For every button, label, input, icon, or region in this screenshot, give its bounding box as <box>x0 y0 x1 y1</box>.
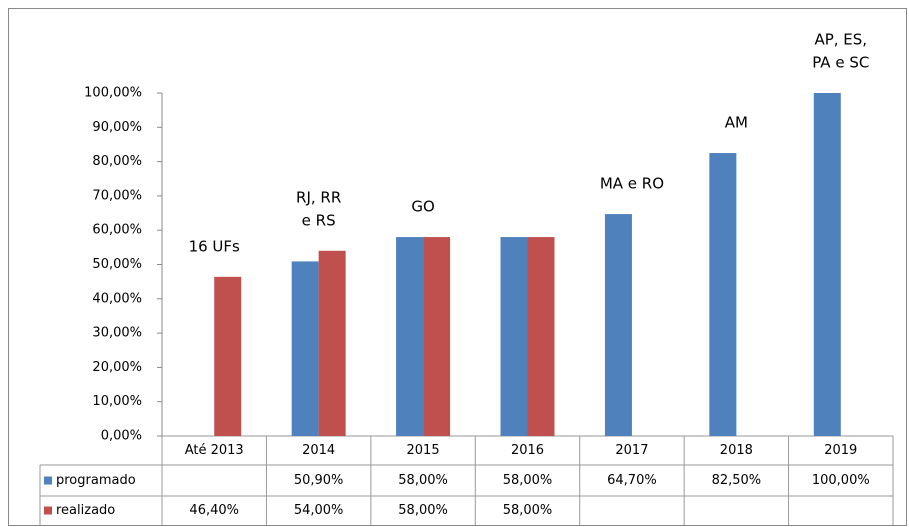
bar <box>604 214 632 436</box>
x-tick-label: 2014 <box>302 443 335 458</box>
legend-swatch <box>44 506 52 515</box>
table-value: 50,90% <box>294 473 344 488</box>
annotation: 16 UFs <box>189 237 240 255</box>
bar <box>318 250 346 436</box>
annotation: PA e SC <box>812 54 869 72</box>
y-tick-label: 50,00% <box>92 257 142 272</box>
x-tick-label: 2019 <box>824 443 857 458</box>
table-value: 58,00% <box>398 503 448 518</box>
annotation: e RS <box>302 211 336 229</box>
bar <box>709 153 737 436</box>
x-tick-label: 2016 <box>511 443 544 458</box>
annotation: AM <box>725 114 748 132</box>
table-value: 58,00% <box>503 473 553 488</box>
bar <box>291 261 319 436</box>
table-value: 54,00% <box>294 503 344 518</box>
y-tick-label: 30,00% <box>92 326 142 341</box>
legend-label: programado <box>56 473 136 488</box>
y-tick-label: 10,00% <box>92 394 142 409</box>
annotation: AP, ES, <box>814 31 867 49</box>
annotation: MA e RO <box>600 175 664 193</box>
y-tick-label: 0,00% <box>101 429 142 444</box>
y-tick-label: 40,00% <box>92 291 142 306</box>
table-value: 100,00% <box>812 473 870 488</box>
x-tick-label: 2015 <box>407 443 440 458</box>
bar <box>423 237 451 436</box>
table-value: 46,40% <box>189 503 239 518</box>
y-tick-label: 20,00% <box>92 360 142 375</box>
annotation: GO <box>411 198 434 216</box>
bar <box>500 237 528 436</box>
annotation: RJ, RR <box>296 188 341 206</box>
y-tick-label: 90,00% <box>92 120 142 135</box>
table-value: 58,00% <box>503 503 553 518</box>
table-value: 64,70% <box>607 473 657 488</box>
legend-swatch <box>44 476 52 485</box>
bar <box>813 93 841 436</box>
y-tick-label: 70,00% <box>92 188 142 203</box>
bar <box>396 237 424 436</box>
chart-frame <box>8 8 907 526</box>
bar <box>214 276 242 436</box>
bar <box>527 237 555 436</box>
x-tick-label: Até 2013 <box>185 443 244 458</box>
y-tick-label: 60,00% <box>92 223 142 238</box>
y-tick-label: 80,00% <box>92 154 142 169</box>
table-value: 58,00% <box>398 473 448 488</box>
x-tick-label: 2017 <box>615 443 648 458</box>
table-value: 82,50% <box>712 473 762 488</box>
y-tick-label: 100,00% <box>84 86 142 101</box>
legend-label: realizado <box>56 503 115 518</box>
x-tick-label: 2018 <box>720 443 753 458</box>
